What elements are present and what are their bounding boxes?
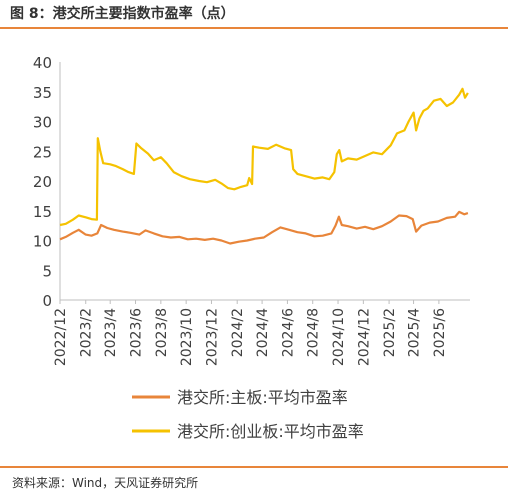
title-divider (0, 27, 508, 29)
y-tick-label: 15 (33, 203, 52, 221)
x-tick-label: 2024/8 (306, 308, 322, 357)
x-tick-label: 2025/6 (432, 308, 448, 357)
x-tick-label: 2023/12 (204, 308, 220, 366)
y-tick-label: 5 (42, 262, 52, 280)
source-divider (0, 466, 508, 468)
x-tick-label: 2025/4 (407, 308, 423, 357)
y-tick-label: 30 (33, 114, 52, 132)
y-tick-label: 40 (33, 54, 52, 72)
y-tick-label: 0 (42, 292, 52, 310)
x-axis: 2022/12 2023/2 2023/4 2023/6 2023/8 2023/10 20… (53, 299, 470, 366)
figure-title: 图 8：港交所主要指数市盈率（点） (10, 6, 235, 22)
y-tick-label: 10 (33, 233, 52, 251)
x-tick-label: 2023/4 (103, 308, 119, 357)
x-tick-label: 2023/8 (154, 308, 170, 357)
x-tick-label: 2023/6 (129, 308, 145, 357)
y-tick-label: 20 (33, 173, 52, 191)
pe-ratio-line-chart: 0 5 10 15 20 25 30 35 40 2022/12 2023/2 2023/4 2023… (33, 54, 470, 441)
y-tick-label: 35 (33, 84, 52, 102)
x-tick-label: 2022/12 (53, 308, 69, 366)
x-tick-label: 2023/2 (79, 308, 95, 357)
x-tick-label: 2024/12 (356, 308, 372, 366)
source-note: 资料来源：Wind，天风证券研究所 (12, 476, 199, 490)
x-tick-label: 2024/10 (331, 308, 347, 366)
x-tick-label: 2024/4 (255, 308, 271, 357)
y-tick-label: 25 (33, 143, 52, 161)
x-tick-label: 2025/2 (382, 308, 398, 357)
x-tick-label: 2023/10 (179, 308, 195, 366)
legend-label-2: 港交所:创业板:平均市盈率 (177, 422, 364, 441)
series-line-2 (59, 87, 469, 227)
legend-label-1: 港交所:主板:平均市盈率 (177, 388, 348, 407)
series-line-1 (59, 210, 469, 245)
x-tick-label: 2024/6 (280, 308, 296, 357)
y-axis: 0 5 10 15 20 25 30 35 40 (33, 54, 61, 310)
x-tick-label: 2024/2 (230, 308, 246, 357)
series-layer (59, 87, 469, 245)
